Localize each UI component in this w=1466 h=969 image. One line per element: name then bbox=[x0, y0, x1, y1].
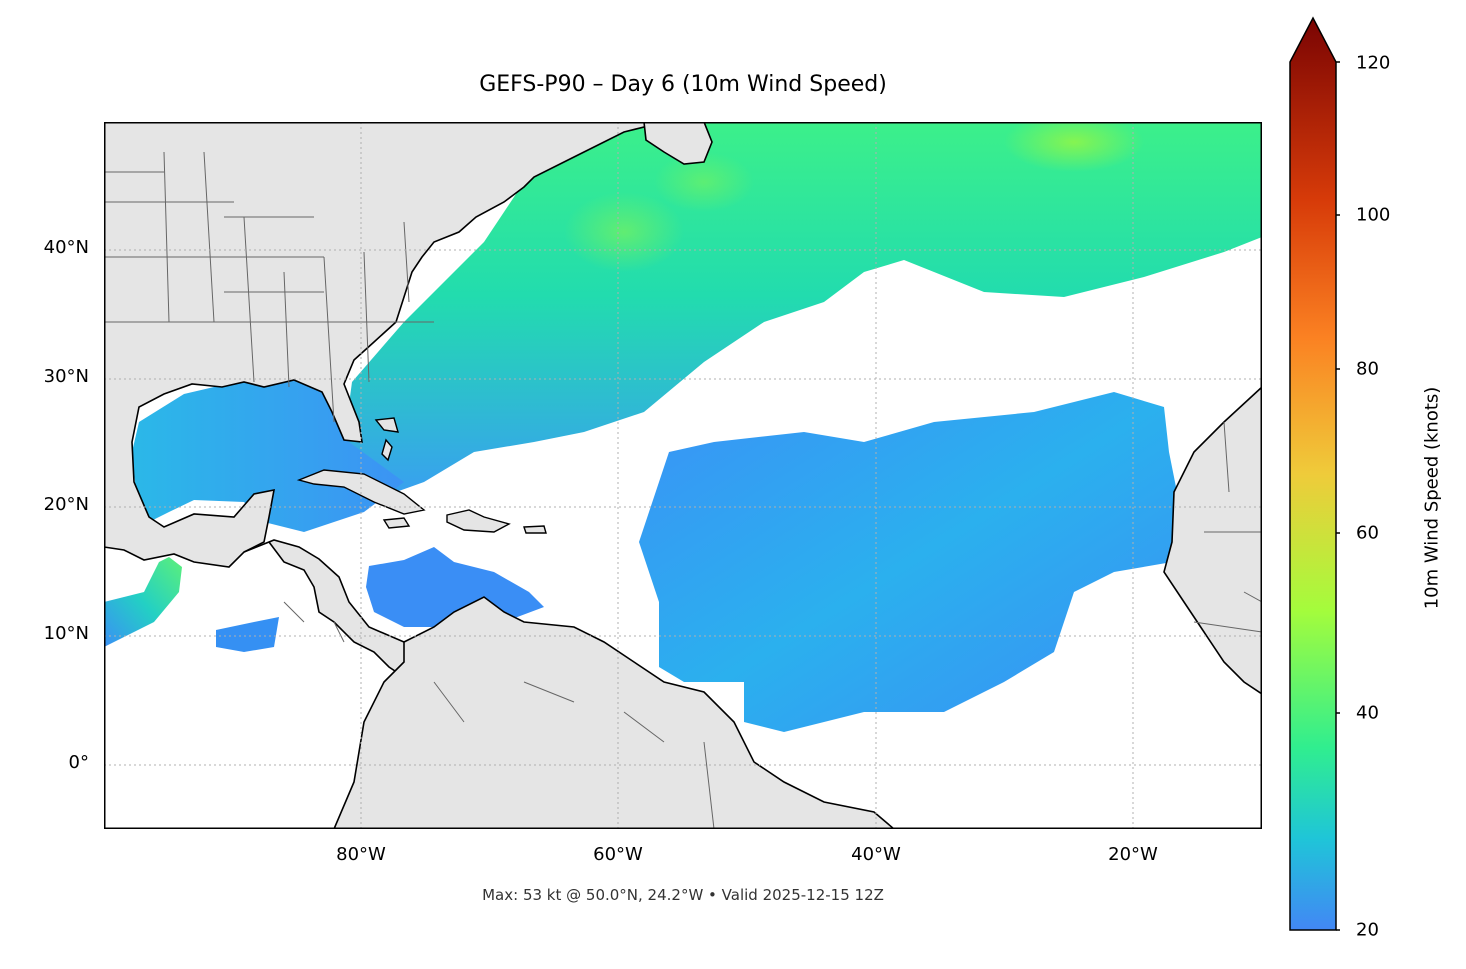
ytick-0: 0° bbox=[68, 752, 89, 773]
land-south-america bbox=[333, 596, 896, 829]
cbar-tick-40: 40 bbox=[1356, 702, 1379, 724]
land-north-america bbox=[104, 122, 665, 568]
xtick-20w: 20°W bbox=[1108, 844, 1158, 865]
cbar-tick-120: 120 bbox=[1356, 52, 1391, 74]
land-puerto-rico bbox=[523, 525, 547, 534]
land-newfoundland bbox=[643, 122, 713, 165]
ytick-20n: 20°N bbox=[43, 494, 89, 515]
colorbar-label: 10m Wind Speed (knots) bbox=[1421, 386, 1443, 610]
map-frame bbox=[104, 122, 1262, 829]
xtick-40w: 40°W bbox=[851, 844, 901, 865]
ytick-40n: 40°N bbox=[43, 237, 89, 258]
wind-field-tropical-atlantic bbox=[639, 392, 1179, 732]
wind-field-caribbean bbox=[366, 547, 544, 627]
cbar-tick-80: 80 bbox=[1356, 358, 1379, 380]
cbar-tick-100: 100 bbox=[1356, 204, 1391, 226]
land-hispaniola bbox=[446, 509, 511, 533]
political-borders bbox=[104, 151, 1262, 829]
land-jamaica bbox=[382, 517, 411, 529]
land-africa bbox=[1163, 385, 1262, 695]
chart-title: GEFS-P90 – Day 6 (10m Wind Speed) bbox=[479, 72, 887, 97]
xtick-80w: 80°W bbox=[336, 844, 386, 865]
ytick-10n: 10°N bbox=[43, 623, 89, 644]
cbar-tick-20: 20 bbox=[1356, 919, 1379, 941]
land-bahamas bbox=[374, 417, 399, 462]
wind-field-tehuantepec bbox=[104, 557, 182, 647]
colorbar bbox=[1289, 16, 1340, 931]
map-plot-area bbox=[104, 122, 1262, 829]
ytick-30n: 30°N bbox=[43, 366, 89, 387]
max-value-caption: Max: 53 kt @ 50.0°N, 24.2°W • Valid 2025… bbox=[482, 886, 884, 904]
gridlines bbox=[104, 122, 1262, 829]
cbar-tick-60: 60 bbox=[1356, 522, 1379, 544]
xtick-60w: 60°W bbox=[593, 844, 643, 865]
